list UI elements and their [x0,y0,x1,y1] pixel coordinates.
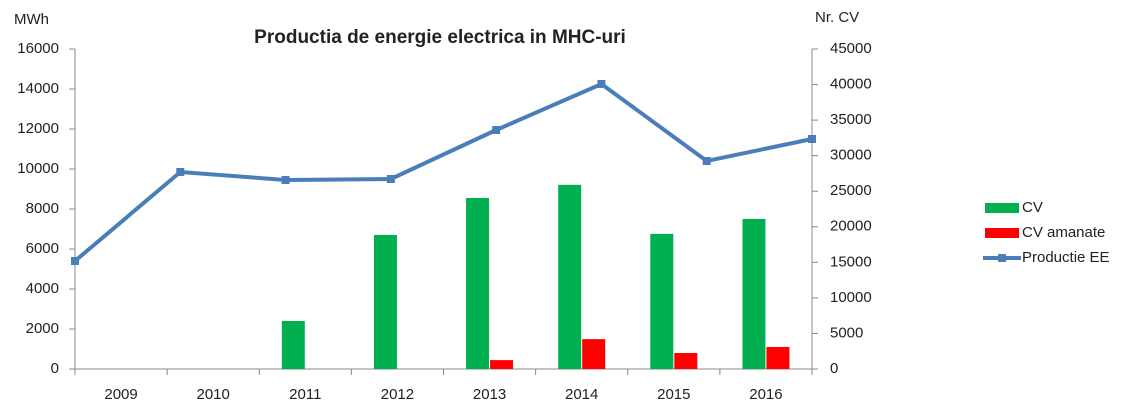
y-tick-label: 14000 [17,80,59,97]
marker [176,168,185,176]
y2-tick-label: 45000 [830,40,872,57]
y2-axis-label: Nr. CV [815,9,859,26]
y-axis-label: MWh [14,11,49,28]
y2-tick-label: 40000 [830,76,872,93]
legend-swatch [985,228,1019,238]
legend-label: CV amanate [1022,224,1105,241]
marker [702,157,711,165]
marker [71,257,79,265]
line [73,81,813,263]
y-tick-label: 2000 [26,320,59,337]
legend-label: Productie EE [1022,249,1110,266]
marker [386,175,395,183]
bar [281,321,305,369]
bar [490,360,514,369]
legend-swatch [985,203,1019,213]
x-tick-label: 2016 [749,386,782,403]
y-tick-label: 0 [51,360,59,377]
bar [742,218,766,369]
chart-title: Productia de energie electrica in MHC-ur… [254,27,626,48]
bar [466,197,490,369]
y2-tick-label: 20000 [830,218,872,235]
marker [808,135,816,143]
x-tick-label: 2009 [104,386,137,403]
marker [281,176,290,184]
bar [674,353,698,369]
y2-tick-label: 5000 [830,324,863,341]
x-tick-label: 2014 [565,386,598,403]
y-tick-label: 6000 [26,240,59,257]
x-tick-label: 2011 [289,386,321,403]
legend-swatch [998,254,1006,262]
marker [597,80,606,88]
y-tick-label: 4000 [26,280,59,297]
x-tick-label: 2012 [381,386,414,403]
y-tick-label: 10000 [17,160,59,177]
bar [766,346,790,369]
y-tick-label: 8000 [26,200,59,217]
bar [373,234,397,369]
bar [582,339,606,369]
y2-tick-label: 15000 [830,253,872,270]
x-tick-label: 2013 [473,386,506,403]
marker [492,126,501,134]
x-tick-label: 2015 [657,386,690,403]
x-tick-label: 2010 [197,386,230,403]
y2-tick-label: 30000 [830,147,872,164]
y2-tick-label: 25000 [830,182,872,199]
y2-tick-label: 35000 [830,111,872,128]
legend-label: CV [1022,199,1043,216]
bar [650,233,674,369]
y-tick-label: 16000 [17,40,59,57]
bar [558,184,582,369]
y-tick-label: 12000 [17,120,59,137]
y2-tick-label: 0 [830,360,838,377]
y2-tick-label: 10000 [830,289,872,306]
